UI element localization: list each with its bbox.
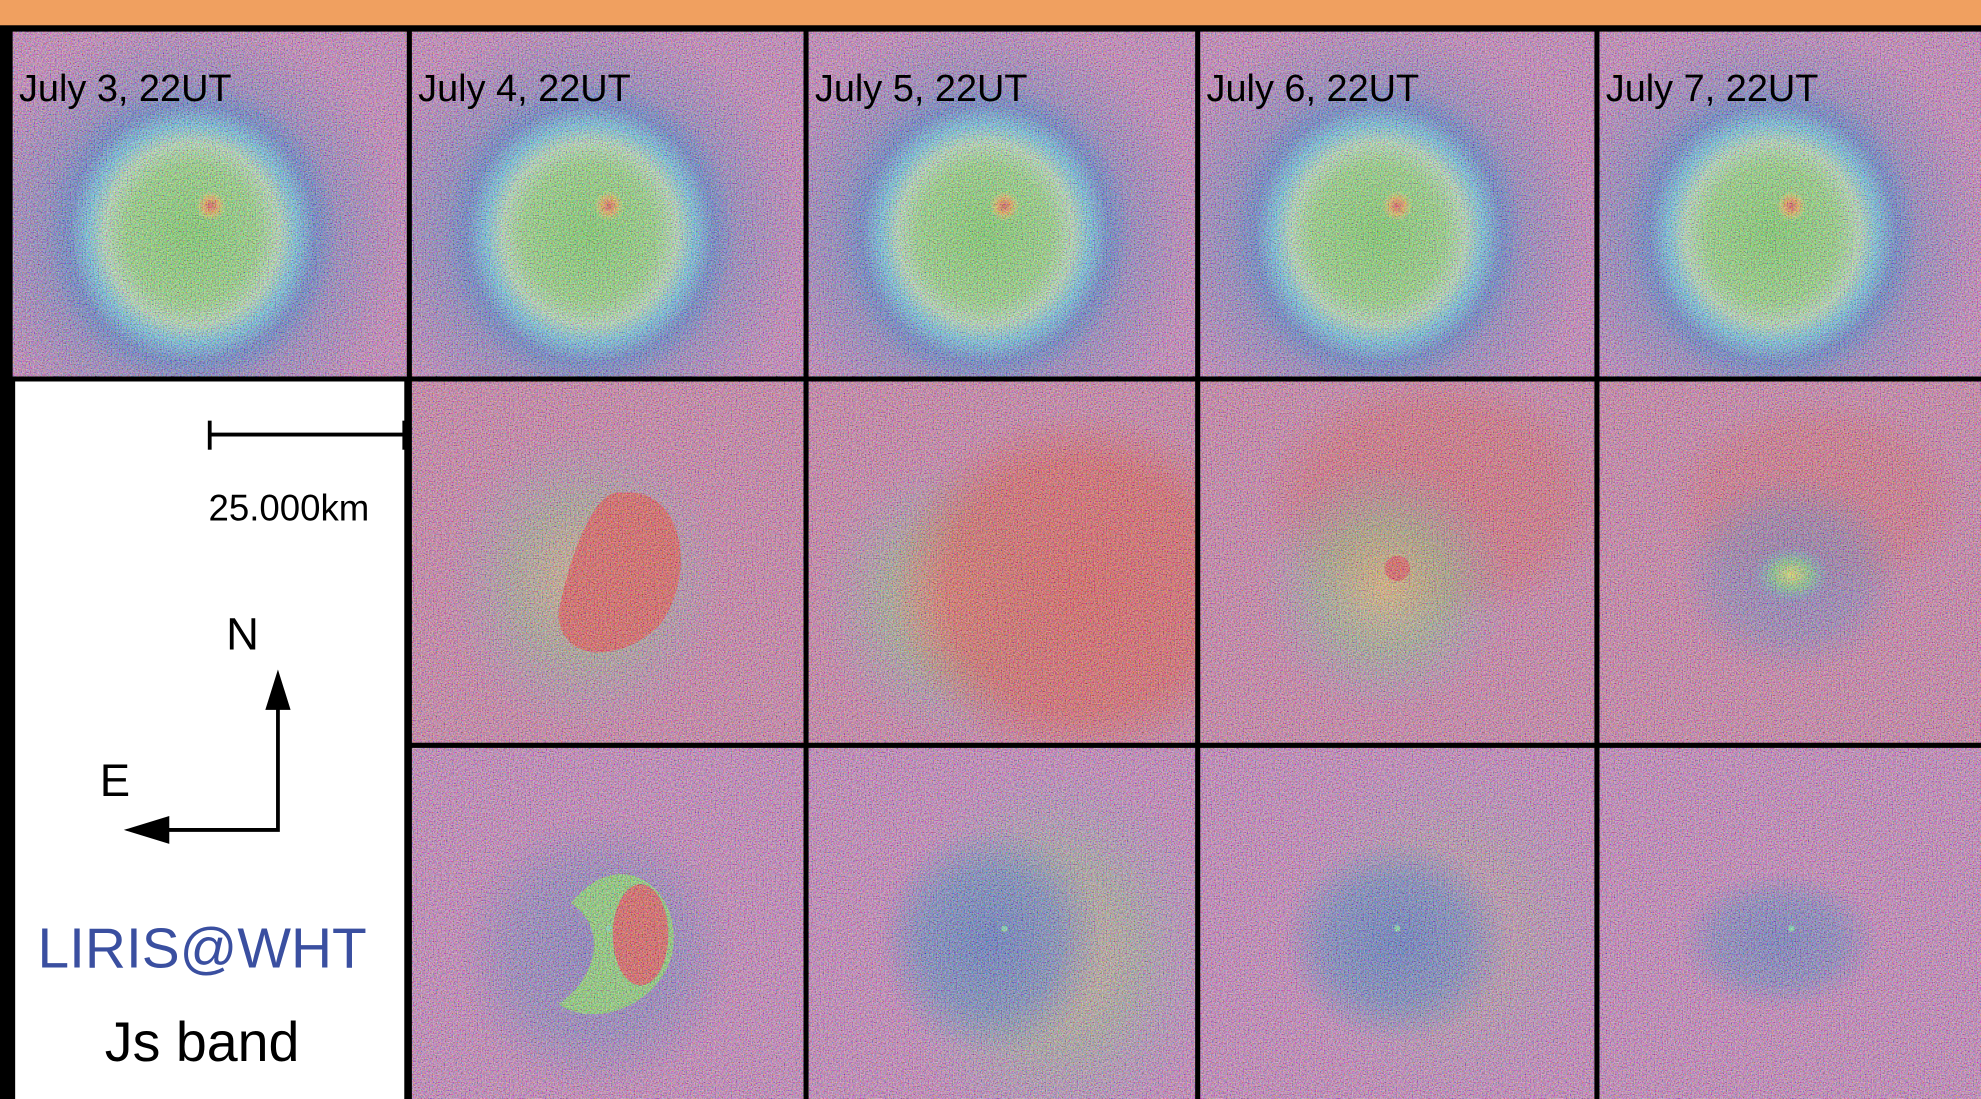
- noise: [412, 381, 804, 742]
- noise: [1200, 381, 1594, 742]
- image-panel: [412, 748, 804, 1099]
- east-label: E: [100, 755, 130, 806]
- instrument-label: LIRIS@WHT: [38, 918, 367, 981]
- top-band: [0, 0, 1981, 25]
- date-label: July 7, 22UT: [1606, 68, 1819, 110]
- north-label: N: [226, 608, 259, 659]
- image-panel: [1200, 748, 1612, 1099]
- date-label: July 6, 22UT: [1207, 68, 1420, 110]
- image-panel: [809, 748, 1220, 1099]
- noise: [1599, 748, 1981, 1099]
- noise: [809, 748, 1196, 1099]
- band-label: Js band: [105, 1011, 300, 1073]
- image-panel: [1599, 381, 1981, 742]
- page: 25.000km N E LIRIS@WHT Js band July 3, 2…: [0, 0, 1981, 1099]
- noise: [809, 381, 1196, 742]
- date-label: July 3, 22UT: [19, 68, 232, 110]
- image-panel: [412, 381, 804, 742]
- date-label: July 5, 22UT: [815, 68, 1028, 110]
- figure: 25.000km N E LIRIS@WHT Js band July 3, 2…: [0, 0, 1981, 1099]
- image-panel: [1200, 373, 1612, 743]
- noise: [412, 748, 804, 1099]
- date-label: July 4, 22UT: [418, 68, 631, 110]
- scale-label: 25.000km: [208, 487, 369, 528]
- image-panel: [1599, 748, 1981, 1099]
- noise: [1200, 748, 1594, 1099]
- noise: [1599, 381, 1981, 742]
